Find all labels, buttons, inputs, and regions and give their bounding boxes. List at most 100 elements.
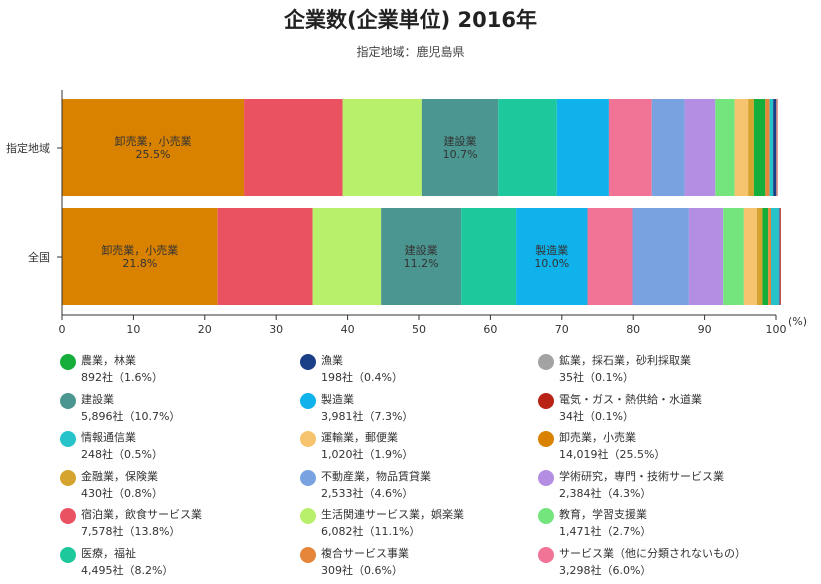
bar-segment	[461, 208, 517, 305]
category-label: 指定地域	[6, 141, 50, 155]
legend-item[interactable]: 医療，福祉 4,495社（8.2%）	[60, 543, 300, 579]
legend-value: 309社（0.6%）	[321, 563, 403, 577]
bar-segment	[244, 99, 343, 196]
x-tick-label: 20	[198, 323, 212, 336]
legend-item[interactable]: サービス業（他に分類されないもの） 3,298社（6.0%）	[538, 543, 778, 579]
legend-value: 34社（0.1%）	[559, 409, 634, 423]
legend-value: 2,533社（4.6%）	[321, 486, 414, 500]
legend-item[interactable]: 生活関連サービス業，娯楽業 6,082社（11.1%）	[300, 504, 540, 540]
legend-item[interactable]: 教育，学習支援業 1,471社（2.7%）	[538, 504, 778, 540]
bar-segment	[556, 99, 609, 196]
x-tick-label: 90	[698, 323, 712, 336]
legend-item[interactable]: 宿泊業，飲食サービス業 7,578社（13.8%）	[60, 504, 300, 540]
bar-segment	[632, 208, 689, 305]
legend-swatch	[60, 431, 76, 447]
legend-swatch	[538, 354, 554, 370]
bar-segment	[62, 99, 245, 196]
legend-item[interactable]: 情報通信業 248社（0.5%）	[60, 427, 300, 463]
bar-segment	[684, 99, 716, 196]
bar-segment	[723, 208, 744, 305]
legend-label: 医療，福祉	[81, 546, 136, 560]
bar-segment	[516, 208, 588, 305]
legend-item[interactable]: 漁業 198社（0.4%）	[300, 350, 540, 386]
bar-segment	[734, 99, 749, 196]
legend-label: 電気・ガス・熱供給・水道業	[559, 392, 702, 406]
bar-segment	[765, 99, 770, 196]
legend-item[interactable]: 鉱業，採石業，砂利採取業 35社（0.1%）	[538, 350, 778, 386]
bar-segment	[743, 208, 757, 305]
bar-data-label: 卸売業，小売業	[101, 243, 178, 257]
legend-swatch	[300, 546, 316, 563]
bar-segment	[776, 99, 777, 196]
legend-swatch	[60, 392, 76, 409]
legend-label: 生活関連サービス業，娯楽業	[321, 508, 464, 521]
legend-label: 運輸業，郵便業	[321, 431, 398, 444]
legend-swatch	[60, 508, 76, 524]
bar-data-label: 卸売業，小売業	[115, 134, 192, 148]
legend-item[interactable]: 卸売業，小売業 14,019社（25.5%）	[538, 427, 778, 463]
legend-label: 情報通信業	[81, 431, 136, 444]
bar-data-label: 製造業	[535, 243, 568, 257]
bar-segment	[762, 208, 769, 305]
legend-label: 不動産業，物品賃貸業	[321, 469, 431, 483]
x-tick-label: 70	[555, 323, 569, 336]
legend-swatch	[300, 469, 316, 486]
category-label: 全国	[28, 250, 50, 264]
bar-segment	[421, 99, 499, 196]
legend-item[interactable]: 農業，林業 892社（1.6%）	[60, 350, 300, 386]
bar-data-label: 25.5%	[136, 148, 171, 161]
legend-value: 198社（0.4%）	[321, 371, 403, 384]
legend-value: 3,981社（7.3%）	[321, 409, 414, 423]
legend-value: 35社（0.1%）	[559, 371, 634, 384]
chart-legend: 農業，林業 892社（1.6%） 漁業 198社（0.4%） 鉱業，採石業，砂利採取業 3…	[60, 350, 800, 582]
x-tick-label: 100	[766, 323, 787, 336]
bar-segment	[773, 99, 776, 196]
x-tick-label: 80	[626, 323, 640, 336]
legend-label: 教育，学習支援業	[559, 508, 647, 521]
bar-segment	[771, 208, 779, 305]
legend-swatch	[300, 392, 316, 409]
legend-item[interactable]: 製造業 3,981社（7.3%）	[300, 389, 540, 425]
bar-data-label: 10.7%	[443, 148, 478, 161]
legend-swatch	[538, 392, 554, 409]
legend-item[interactable]: 学術研究，専門・技術サービス業 2,384社（4.3%）	[538, 466, 778, 502]
bar-data-label: 10.0%	[534, 257, 569, 270]
x-tick-label: 40	[341, 323, 355, 336]
bar-segment	[776, 99, 778, 196]
legend-item[interactable]: 複合サービス事業 309社（0.6%）	[300, 543, 540, 579]
legend-value: 6,082社（11.1%）	[321, 525, 421, 538]
bar-data-label: 21.8%	[122, 257, 157, 270]
legend-item[interactable]: 建設業 5,896社（10.7%）	[60, 389, 300, 425]
x-tick-label: 60	[483, 323, 497, 336]
legend-label: 宿泊業，飲食サービス業	[81, 508, 202, 521]
x-tick-label: 10	[126, 323, 140, 336]
legend-value: 248社（0.5%）	[81, 448, 163, 461]
legend-item[interactable]: 金融業，保険業 430社（0.8%）	[60, 466, 300, 502]
legend-label: 卸売業，小売業	[559, 431, 636, 444]
bar-segment	[342, 99, 422, 196]
bar-data-label: 建設業	[405, 243, 438, 257]
legend-item[interactable]: 不動産業，物品賃貸業 2,533社（4.6%）	[300, 466, 540, 502]
legend-value: 14,019社（25.5%）	[559, 448, 666, 461]
x-axis-unit: (%)	[788, 315, 807, 328]
legend-swatch	[538, 469, 554, 486]
bar-segment	[651, 99, 685, 196]
legend-label: 金融業，保険業	[81, 469, 158, 483]
legend-item[interactable]: 電気・ガス・熱供給・水道業 34社（0.1%）	[538, 389, 778, 425]
legend-item[interactable]: 運輸業，郵便業 1,020社（1.9%）	[300, 427, 540, 463]
legend-label: 鉱業，採石業，砂利採取業	[559, 354, 691, 367]
legend-swatch	[538, 431, 554, 447]
legend-value: 3,298社（6.0%）	[559, 563, 652, 577]
legend-value: 430社（0.8%）	[81, 486, 163, 500]
bar-segment	[753, 99, 766, 196]
x-tick-label: 0	[59, 323, 66, 336]
legend-label: 漁業	[321, 354, 343, 367]
bar-segment	[381, 208, 462, 305]
legend-label: 学術研究，専門・技術サービス業	[559, 469, 724, 483]
bar-segment	[217, 208, 313, 305]
x-tick-label: 50	[412, 323, 426, 336]
legend-swatch	[300, 354, 316, 370]
bar-segment	[778, 208, 780, 305]
bar-segment	[498, 99, 557, 196]
bar-segment	[769, 99, 774, 196]
